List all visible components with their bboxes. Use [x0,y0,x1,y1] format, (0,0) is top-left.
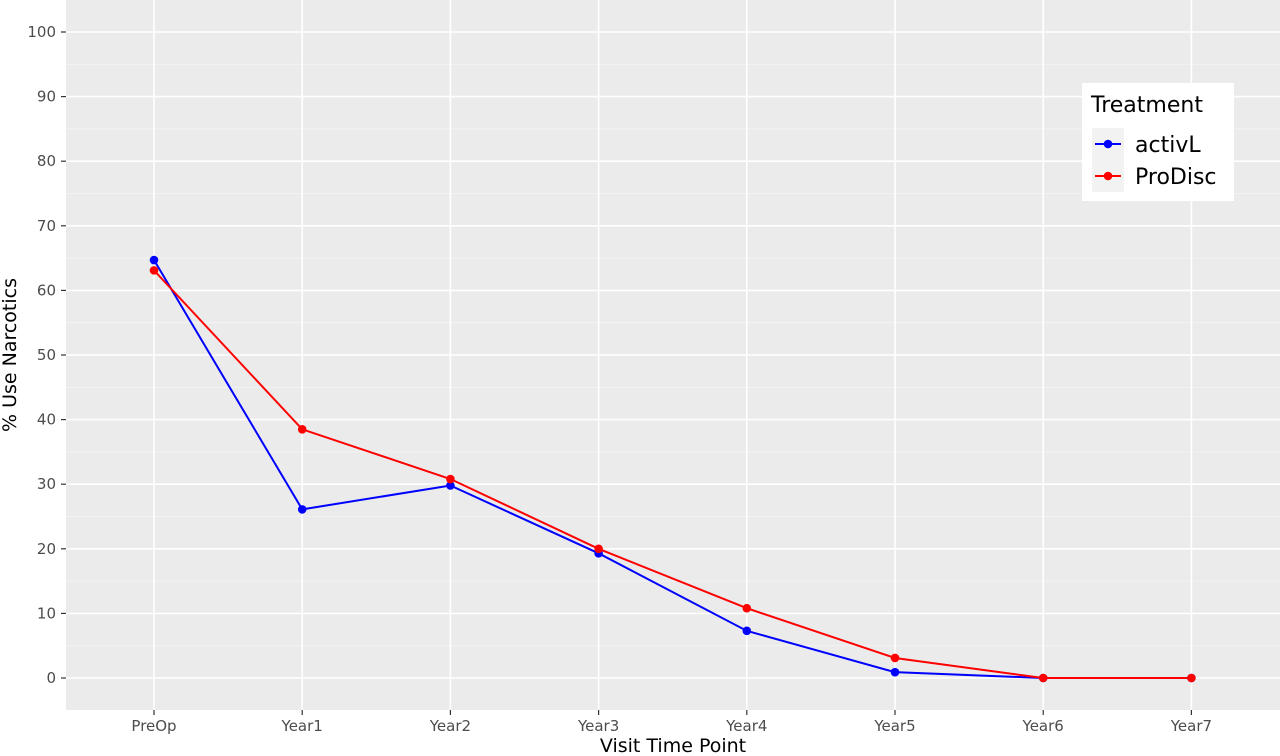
data-point-activl [890,667,900,677]
series-points [149,255,1196,683]
y-tick-label: 80 [37,152,56,170]
vertical-gridlines [153,0,1193,710]
data-point-prodisc [890,653,900,663]
y-tick-label: 40 [37,411,56,429]
legend-label-prodisc: ProDisc [1135,165,1217,190]
y-axis-title: % Use Narcotics [0,278,21,432]
x-tick-label: Year3 [577,717,619,735]
y-axis: 0 10 20 30 40 50 60 70 80 90 100 [27,23,66,687]
x-tick-label: PreOp [131,717,176,735]
y-tick-label: 30 [37,475,56,493]
legend-label-activl: activL [1135,133,1201,158]
y-tick-label: 20 [37,540,56,558]
y-tick-label: 10 [37,604,56,622]
data-point-activl [742,626,752,636]
x-tick-label: Year5 [873,717,915,735]
legend-title: Treatment [1090,93,1203,118]
data-point-prodisc [1187,673,1196,683]
y-tick-label: 50 [37,346,56,364]
series-line-activl [153,259,1192,679]
y-tick-label: 90 [37,88,56,106]
data-point-prodisc [742,603,752,613]
legend: Treatment activL ProDisc [1082,83,1234,201]
y-tick-label: 70 [37,217,56,235]
x-tick-label: Year4 [725,717,767,735]
data-point-prodisc [594,544,603,554]
y-tick-label: 0 [46,669,56,687]
legend-key-point [1103,139,1113,149]
data-point-activl [297,505,307,514]
data-point-prodisc [149,266,159,275]
x-axis: PreOp Year1 Year2 Year3 Year4 Year5 Year6 Year7 [131,710,1212,735]
data-point-prodisc [446,474,455,484]
series-line-prodisc [153,269,1192,679]
data-point-prodisc [1038,673,1048,683]
x-axis-title: Visit Time Point [600,735,746,756]
series-lines [153,259,1192,679]
y-tick-label: 100 [27,23,56,41]
x-tick-label: Year1 [281,717,323,735]
data-point-activl [446,481,455,490]
data-point-prodisc [297,424,307,434]
legend-key-point [1103,171,1113,181]
y-tick-label: 60 [37,281,56,299]
data-point-activl [149,255,159,265]
x-tick-label: Year7 [1170,717,1212,735]
x-tick-label: Year2 [429,717,471,735]
x-tick-label: Year6 [1022,717,1064,735]
